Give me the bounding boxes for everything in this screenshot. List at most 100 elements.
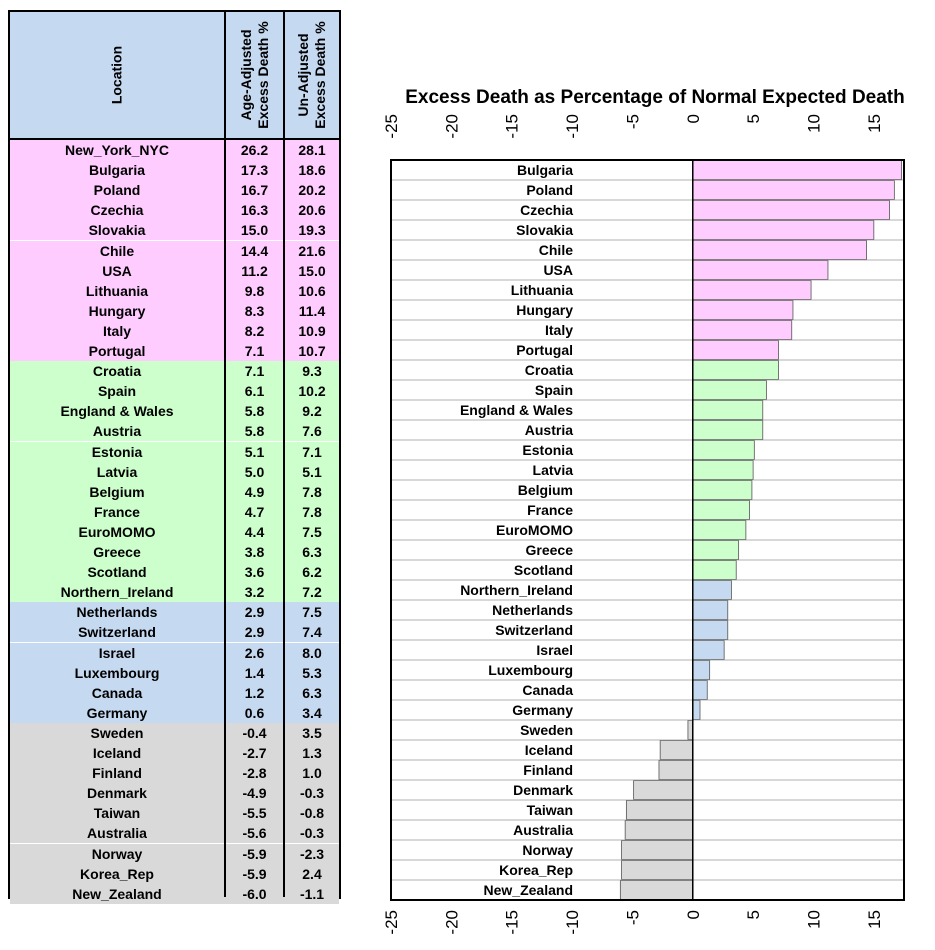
bar <box>692 260 829 280</box>
table-row: Canada 1.2 6.3 <box>10 682 339 703</box>
bar <box>692 160 902 180</box>
header-un-adjusted: Un-Adjusted Excess Death % <box>285 12 339 140</box>
bar-category-label: Germany <box>512 702 573 718</box>
bar-category-label: Slovakia <box>516 222 573 238</box>
cell-age-adjusted: 5.8 <box>244 403 265 420</box>
cell-un-adjusted: 10.6 <box>298 282 326 299</box>
bar <box>619 880 694 900</box>
cell-location: Luxembourg <box>74 664 160 681</box>
x-tick-label-bottom: 0 <box>684 910 703 919</box>
bar <box>692 700 701 720</box>
cell-location: Bulgaria <box>88 162 145 179</box>
table-row: Hungary 8.3 11.4 <box>10 300 339 321</box>
bar-category-label: EuroMOMO <box>496 522 573 538</box>
x-tick-label-bottom: -10 <box>563 910 582 935</box>
bar <box>692 460 754 480</box>
bar <box>625 800 694 820</box>
bar-category-label: Northern_Ireland <box>460 582 573 598</box>
cell-un-adjusted: 6.3 <box>302 544 322 560</box>
cell-un-adjusted: 9.3 <box>302 363 322 380</box>
table-row: Lithuania 9.8 10.6 <box>10 280 339 301</box>
cell-un-adjusted: 7.5 <box>302 523 322 540</box>
bar-category-label: Bulgaria <box>517 162 573 178</box>
cell-location: Latvia <box>96 463 138 480</box>
cell-un-adjusted: 7.4 <box>302 624 322 641</box>
cell-age-adjusted: 7.1 <box>244 343 265 359</box>
cell-age-adjusted: 14.4 <box>240 242 269 259</box>
cell-location: Slovakia <box>88 222 146 239</box>
cell-location: Switzerland <box>78 624 156 641</box>
cell-location: England & Wales <box>60 403 174 420</box>
cell-un-adjusted: 19.3 <box>298 222 326 239</box>
bar <box>624 820 694 840</box>
cell-location: Czechia <box>90 202 144 219</box>
cell-un-adjusted: 20.6 <box>298 202 326 219</box>
bar <box>692 660 711 680</box>
cell-age-adjusted: -4.9 <box>242 785 267 802</box>
bar <box>692 240 867 260</box>
bar <box>692 600 729 620</box>
cell-un-adjusted: 18.6 <box>298 162 326 179</box>
x-tick-label-top: 15 <box>865 114 884 133</box>
cell-age-adjusted: 2.9 <box>244 604 265 621</box>
cell-un-adjusted: 8.0 <box>302 644 322 661</box>
bar-category-label: Hungary <box>516 302 573 318</box>
x-tick-label-top: 0 <box>684 114 703 123</box>
cell-age-adjusted: -0.4 <box>242 724 267 741</box>
table-row: Greece 3.8 6.3 <box>10 542 339 563</box>
bar <box>692 380 767 400</box>
bar-category-label: Portugal <box>516 342 573 358</box>
table-row: Netherlands 2.9 7.5 <box>10 602 339 623</box>
table-row: Bulgaria 17.3 18.6 <box>10 160 339 181</box>
bar <box>692 200 890 220</box>
table-row: EuroMOMO 4.4 7.5 <box>10 521 339 542</box>
cell-un-adjusted: 2.4 <box>302 865 322 882</box>
x-tick-label-top: -10 <box>563 114 582 139</box>
bar <box>692 680 708 700</box>
bar <box>692 480 753 500</box>
cell-location: Austria <box>92 423 142 440</box>
cell-location: Korea_Rep <box>80 865 154 882</box>
cell-age-adjusted: 4.7 <box>244 503 265 520</box>
cell-un-adjusted: 1.0 <box>302 765 322 782</box>
bar-category-label: Netherlands <box>492 602 573 618</box>
x-tick-label-top: -20 <box>442 114 461 139</box>
x-tick-label-top: 10 <box>804 114 823 133</box>
cell-location: Sweden <box>90 724 144 741</box>
table-row: Norway -5.9 -2.3 <box>10 843 339 864</box>
x-tick-label-bottom: 10 <box>804 910 823 929</box>
cell-location: Estonia <box>91 443 143 460</box>
cell-un-adjusted: 11.4 <box>298 302 326 319</box>
cell-location: Hungary <box>88 302 146 319</box>
cell-un-adjusted: 9.2 <box>302 403 322 420</box>
cell-age-adjusted: 3.2 <box>244 584 265 601</box>
table-row: Italy 8.2 10.9 <box>10 320 339 341</box>
bar <box>692 420 764 440</box>
cell-age-adjusted: -5.9 <box>242 845 267 862</box>
bar <box>692 440 755 460</box>
cell-un-adjusted: -0.3 <box>299 785 325 802</box>
cell-age-adjusted: 8.3 <box>244 302 265 319</box>
bar-category-label: Switzerland <box>495 622 573 638</box>
table-row: Sweden -0.4 3.5 <box>10 722 339 743</box>
bar-category-label: Australia <box>513 822 573 838</box>
table-row: Austria 5.8 7.6 <box>10 421 339 442</box>
cell-location: Germany <box>86 704 148 721</box>
table-row: Croatia 7.1 9.3 <box>10 361 339 382</box>
x-tick-label-bottom: -20 <box>442 910 461 935</box>
bar <box>692 520 747 540</box>
cell-un-adjusted: 20.2 <box>298 182 326 199</box>
cell-age-adjusted: -5.6 <box>242 825 267 842</box>
bar-category-label: Scotland <box>514 562 573 578</box>
cell-age-adjusted: 3.8 <box>244 544 265 560</box>
cell-un-adjusted: 21.6 <box>298 242 326 259</box>
cell-location: New_Zealand <box>72 885 162 902</box>
bar-category-label: Iceland <box>525 742 573 758</box>
chart-title: Excess Death as Percentage of Normal Exp… <box>405 87 904 108</box>
cell-location: France <box>94 503 140 520</box>
cell-age-adjusted: 16.7 <box>240 182 269 199</box>
bar-category-label: Canada <box>522 682 573 698</box>
column-divider <box>283 12 285 897</box>
x-tick-label-top: -5 <box>623 114 642 129</box>
